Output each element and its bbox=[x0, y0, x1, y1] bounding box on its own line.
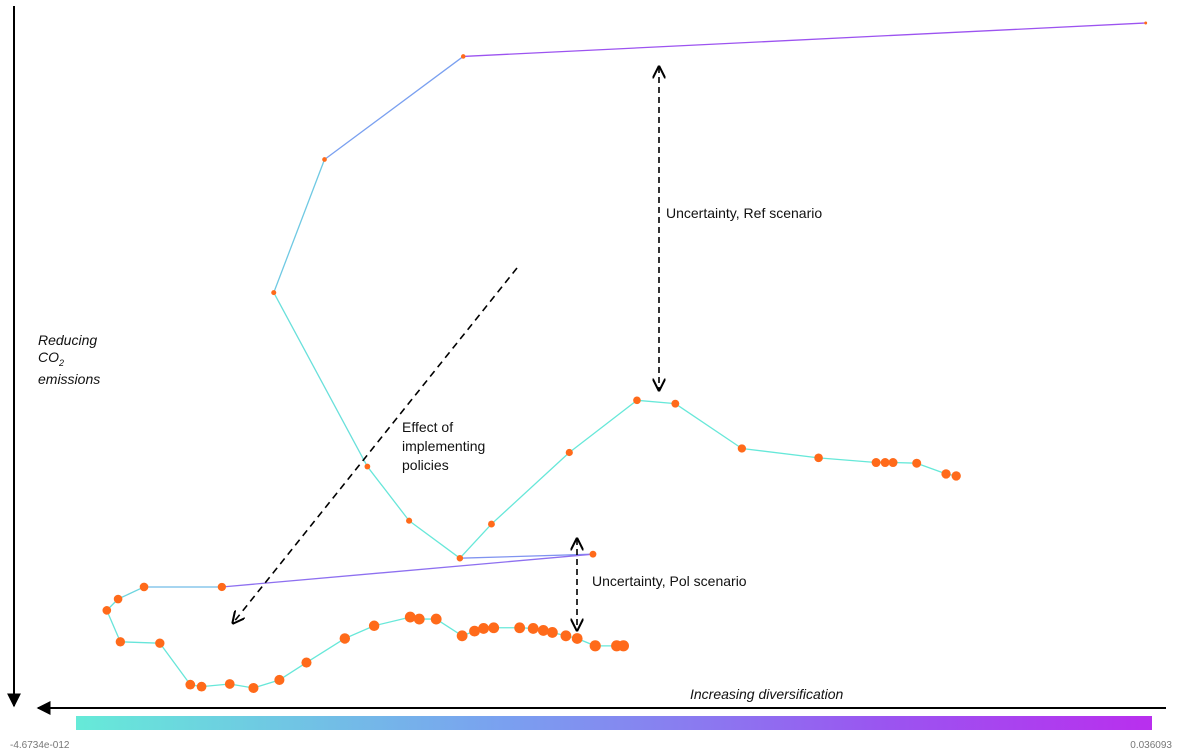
ref-scenario-segment bbox=[273, 159, 326, 293]
x-axis-label: Increasing diversification bbox=[690, 686, 844, 702]
pol-scenario-point bbox=[589, 550, 597, 558]
pol-scenario-segment bbox=[279, 662, 307, 681]
ref-scenario-point bbox=[737, 444, 747, 453]
pol-scenario-point bbox=[139, 582, 149, 592]
ref-scenario-point bbox=[364, 463, 371, 470]
ref-scenario-segment bbox=[741, 447, 819, 459]
pol-scenario-segment bbox=[106, 610, 121, 643]
ref-scenario-point bbox=[880, 458, 890, 468]
y-label-subscript: 2 bbox=[58, 358, 64, 368]
pol-scenario-point bbox=[224, 679, 235, 689]
ref-scenario-segment bbox=[491, 452, 570, 525]
ref-scenario-segment bbox=[459, 523, 492, 559]
ref-uncertainty-label: Uncertainty, Ref scenario bbox=[666, 205, 822, 221]
pol-scenario-point bbox=[456, 630, 468, 642]
colorbar bbox=[76, 716, 1152, 730]
pol-scenario-point bbox=[617, 640, 630, 652]
y-axis-label: Reducing CO2 emissions bbox=[38, 332, 101, 387]
ref-scenario-point bbox=[271, 290, 277, 296]
pol-scenario-point bbox=[546, 627, 558, 638]
pol-scenario-point bbox=[113, 594, 123, 604]
y-label-line-1: Reducing bbox=[38, 332, 97, 348]
ref-scenario-point bbox=[322, 157, 327, 162]
pol-scenario-point bbox=[217, 582, 227, 592]
ref-scenario-point bbox=[871, 458, 881, 468]
pol-scenario-point bbox=[248, 682, 259, 694]
ref-scenario-point bbox=[941, 469, 951, 479]
ref-scenario-point bbox=[951, 471, 961, 481]
ref-scenario-point bbox=[565, 448, 573, 457]
ref-scenario-point bbox=[406, 517, 413, 524]
pol-scenario-segment bbox=[221, 553, 594, 588]
pol-scenario-segment bbox=[344, 625, 375, 640]
pol-scenario-point bbox=[404, 611, 416, 623]
policy-effect-line-1: Effect of bbox=[402, 419, 453, 435]
ref-scenario-segment bbox=[324, 55, 464, 160]
pol-scenario-point bbox=[589, 640, 601, 652]
y-label-line-3: emissions bbox=[38, 371, 100, 387]
ref-scenario-point bbox=[671, 399, 680, 408]
pol-scenario-point bbox=[339, 633, 351, 644]
series-points bbox=[102, 21, 1148, 694]
pol-scenario-point bbox=[155, 638, 165, 648]
pol-scenario-segment bbox=[373, 616, 411, 627]
ref-scenario-segment bbox=[568, 399, 638, 454]
ref-scenario-segment bbox=[636, 399, 676, 405]
pol-scenario-point bbox=[115, 637, 126, 647]
y-label-line-2: CO bbox=[38, 349, 59, 365]
pol-scenario-point bbox=[274, 674, 285, 685]
pol-scenario-point bbox=[488, 622, 500, 634]
ref-upper-point bbox=[1144, 21, 1148, 25]
ref-scenario-point bbox=[912, 458, 922, 468]
pol-scenario-segment bbox=[117, 586, 145, 600]
pol-scenario-point bbox=[413, 613, 425, 625]
ref-scenario-point bbox=[888, 458, 898, 468]
ref-scenario-segment bbox=[674, 403, 743, 450]
pol-scenario-segment bbox=[159, 642, 191, 686]
pol-scenario-segment bbox=[120, 641, 160, 644]
pol-scenario-point bbox=[514, 622, 526, 634]
ref-scenario-point bbox=[633, 396, 641, 405]
ref-scenario-point bbox=[814, 453, 823, 463]
pol-scenario-point bbox=[537, 625, 549, 636]
ref-scenario-segment bbox=[273, 292, 368, 467]
pol-scenario-segment bbox=[306, 637, 346, 664]
pol-scenario-point bbox=[478, 623, 489, 634]
policy-effect-line-3: policies bbox=[402, 457, 449, 473]
pol-scenario-point bbox=[560, 630, 572, 642]
pol-scenario-point bbox=[196, 681, 207, 692]
pol-scenario-point bbox=[527, 623, 539, 634]
colorbar-max-label: 0.036093 bbox=[1130, 740, 1172, 751]
ref-upper-segment bbox=[463, 22, 1146, 58]
ref-scenario-segment bbox=[366, 466, 410, 522]
pol-scenario-point bbox=[102, 606, 112, 615]
policy-effect-line-2: implementing bbox=[402, 438, 485, 454]
pol-scenario-point bbox=[571, 633, 583, 644]
ref-scenario-segment bbox=[916, 462, 947, 475]
policy-effect-label: Effect of implementing policies bbox=[402, 419, 489, 473]
pol-scenario-point bbox=[368, 620, 380, 631]
ref-scenario-point bbox=[456, 554, 464, 562]
ref-upper-point bbox=[461, 54, 466, 59]
pol-uncertainty-label: Uncertainty, Pol scenario bbox=[592, 573, 747, 589]
pol-scenario-point bbox=[301, 657, 312, 668]
policy-effect-arrow bbox=[233, 267, 518, 623]
ref-scenario-point bbox=[488, 520, 495, 528]
pol-scenario-point bbox=[430, 613, 442, 625]
ref-scenario-segment bbox=[818, 457, 877, 464]
pol-scenario-point bbox=[469, 625, 480, 637]
ref-scenario-segment bbox=[408, 520, 461, 559]
pol-scenario-point bbox=[185, 679, 196, 690]
colorbar-min-label: -4.6734e-012 bbox=[10, 740, 70, 751]
